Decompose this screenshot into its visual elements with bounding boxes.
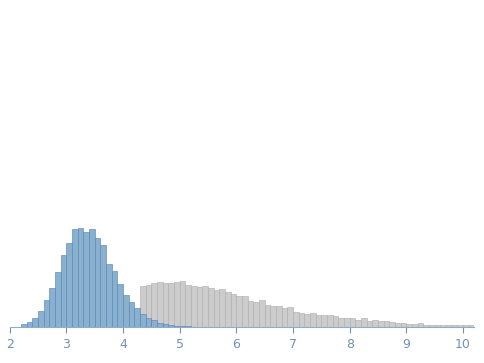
Bar	[338, 318, 344, 327]
Bar	[401, 323, 407, 327]
Bar	[361, 318, 367, 327]
Bar	[259, 300, 265, 327]
Bar	[469, 325, 474, 327]
Bar	[174, 282, 180, 327]
Bar	[140, 314, 146, 327]
Bar	[474, 326, 480, 327]
Bar	[248, 302, 253, 327]
Bar	[72, 229, 77, 327]
Bar	[293, 312, 299, 327]
Bar	[208, 288, 213, 327]
Bar	[180, 281, 185, 327]
Bar	[271, 306, 276, 327]
Bar	[89, 229, 95, 327]
Bar	[440, 325, 446, 327]
Bar	[395, 323, 401, 327]
Bar	[372, 320, 378, 327]
Bar	[157, 323, 163, 327]
Bar	[146, 285, 151, 327]
Bar	[418, 323, 424, 327]
Bar	[378, 321, 384, 327]
Bar	[55, 272, 60, 327]
Bar	[463, 325, 469, 327]
Bar	[316, 315, 321, 327]
Bar	[129, 302, 135, 327]
Bar	[157, 282, 163, 327]
Bar	[349, 318, 355, 327]
Bar	[27, 322, 32, 327]
Bar	[435, 325, 440, 327]
Bar	[253, 302, 259, 327]
Bar	[202, 286, 208, 327]
Bar	[174, 326, 180, 327]
Bar	[185, 326, 191, 327]
Bar	[123, 295, 129, 327]
Bar	[321, 315, 327, 327]
Bar	[140, 286, 146, 327]
Bar	[21, 325, 27, 327]
Bar	[310, 313, 316, 327]
Bar	[32, 318, 38, 327]
Bar	[180, 326, 185, 327]
Bar	[424, 325, 429, 327]
Bar	[60, 255, 66, 327]
Bar	[197, 287, 202, 327]
Bar	[242, 296, 248, 327]
Bar	[236, 296, 242, 327]
Bar	[304, 314, 310, 327]
Bar	[355, 320, 361, 327]
Bar	[480, 326, 484, 327]
Bar	[38, 311, 44, 327]
Bar	[163, 324, 168, 327]
Bar	[185, 285, 191, 327]
Bar	[333, 316, 338, 327]
Bar	[100, 245, 106, 327]
Bar	[213, 290, 219, 327]
Bar	[282, 308, 287, 327]
Bar	[407, 324, 412, 327]
Bar	[49, 288, 55, 327]
Bar	[163, 282, 168, 327]
Bar	[327, 315, 333, 327]
Bar	[135, 308, 140, 327]
Bar	[106, 264, 112, 327]
Bar	[168, 283, 174, 327]
Bar	[191, 286, 197, 327]
Bar	[287, 307, 293, 327]
Bar	[446, 325, 452, 327]
Bar	[412, 324, 418, 327]
Bar	[384, 321, 389, 327]
Bar	[299, 313, 304, 327]
Bar	[219, 289, 225, 327]
Bar	[95, 238, 100, 327]
Bar	[44, 301, 49, 327]
Bar	[112, 271, 117, 327]
Bar	[457, 325, 463, 327]
Bar	[77, 228, 83, 327]
Bar	[146, 318, 151, 327]
Bar	[452, 325, 457, 327]
Bar	[429, 325, 435, 327]
Bar	[231, 294, 236, 327]
Bar	[265, 305, 271, 327]
Bar	[151, 284, 157, 327]
Bar	[276, 306, 282, 327]
Bar	[168, 325, 174, 327]
Bar	[225, 292, 231, 327]
Bar	[367, 321, 372, 327]
Bar	[117, 284, 123, 327]
Bar	[344, 318, 349, 327]
Bar	[389, 322, 395, 327]
Bar	[151, 319, 157, 327]
Bar	[83, 232, 89, 327]
Bar	[66, 243, 72, 327]
